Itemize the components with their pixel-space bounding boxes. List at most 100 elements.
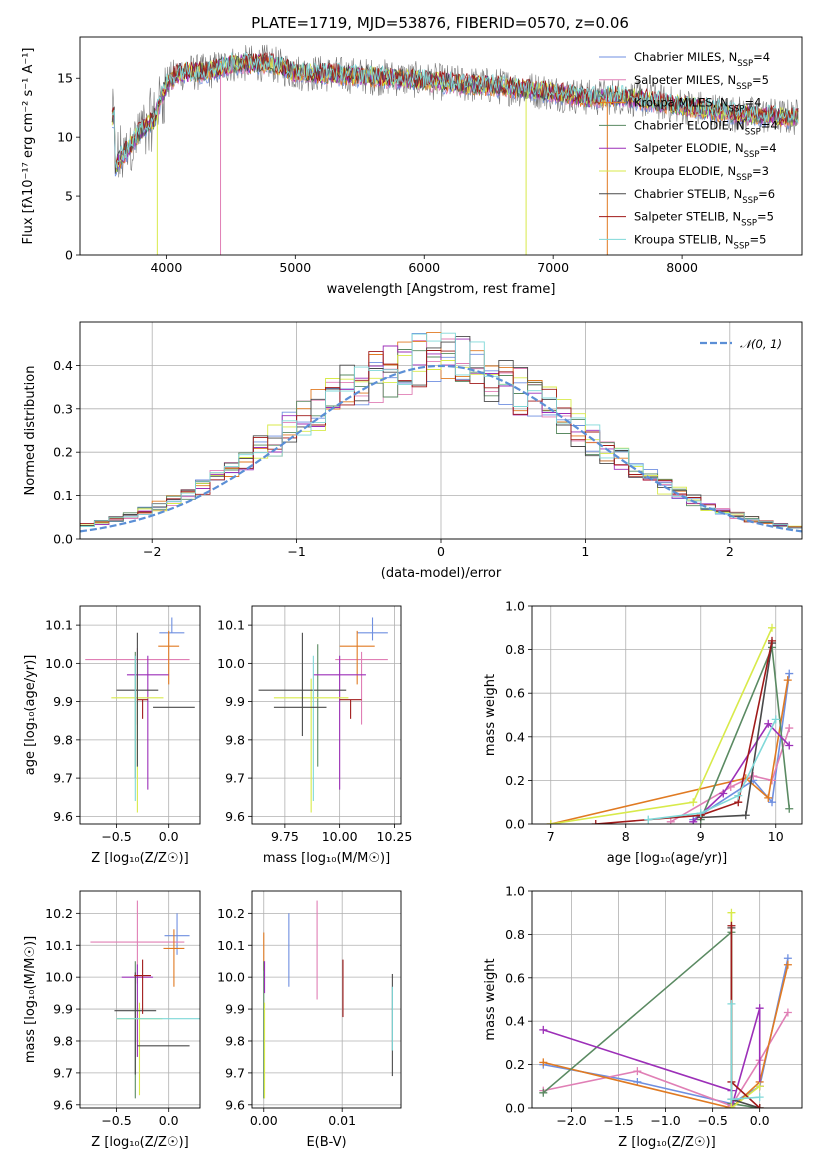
mass-vs-ebv-errorbars	[263, 900, 393, 1099]
y-tick-label: 0.3	[53, 401, 73, 416]
age-vs-Z-errorbars	[85, 617, 195, 813]
age-vs-mass-axes: 9.75 10.00 10.25 9.6 9.7 9.8 9.9 10.0 10.1 mass […	[217, 606, 412, 866]
legend-entry: Kroupa MILES, NSSP=4	[634, 96, 761, 115]
x-tick-label: 1	[581, 544, 589, 559]
x-tick-label: 10.25	[377, 829, 413, 844]
y-tick-label: 0.2	[505, 1057, 525, 1072]
y-tick-label: 9.7	[225, 771, 245, 786]
mass-weight-marker	[783, 676, 792, 685]
legend-nssp: =5	[749, 232, 766, 246]
spectrum-lines	[111, 44, 799, 255]
x-tick-label: 2	[726, 544, 734, 559]
mass-weight-marker	[727, 1095, 736, 1104]
x-tick-label: 9.75	[271, 829, 299, 844]
legend-subscript: SSP	[736, 173, 752, 183]
spectrum-frame	[79, 36, 803, 256]
legend-entry: Salpeter ELODIE, NSSP=4	[634, 141, 777, 160]
legend-subscript: SSP	[729, 105, 745, 115]
mass-weight-vs-age-xlabel: age [log₁₀(age/yr)]	[607, 851, 728, 866]
y-tick-label: 10.1	[217, 618, 245, 633]
mass-weight-marker	[771, 715, 780, 724]
model-spectrum-line	[111, 55, 799, 172]
mass-weight-marker	[539, 1088, 548, 1097]
legend-entry: Kroupa ELODIE, NSSP=3	[634, 164, 769, 183]
x-tick-label: −2.0	[556, 1113, 586, 1128]
x-tick-label: 5000	[279, 260, 311, 275]
mass-weight-marker	[539, 1025, 548, 1034]
legend-subscript: SSP	[745, 127, 761, 137]
age-vs-Z-xlabel: Z [log₁₀(Z/Z☉)]	[91, 851, 188, 866]
mass-vs-Z-axes: −0.5 0.0 9.6 9.7 9.8 9.9 10.0 10.1 10.2 Z [log₁₀(…	[23, 891, 200, 1150]
spectrum-axes: 4000 5000 6000 7000 8000 0 5 10 15 wavelength [An…	[21, 44, 799, 297]
y-tick-label: 0.8	[505, 642, 525, 657]
mass-weight-marker	[783, 1008, 792, 1017]
legend-model-name: Chabrier MILES, N	[634, 50, 737, 64]
y-tick-label: 0.8	[505, 927, 525, 942]
mass-weight-vs-age-axes: 7 8 9 10 0.0 0.2 0.4 0.6 0.8 1.0 age [log₁₀(age/yr…	[483, 599, 802, 866]
spectrum-xlabel: wavelength [Angstrom, rest frame]	[327, 282, 556, 297]
y-tick-label: 0.4	[53, 358, 73, 373]
legend-model-name: Kroupa ELODIE, N	[634, 164, 736, 178]
model-spectrum-line	[111, 52, 799, 174]
mass-weight-series-line	[692, 673, 791, 821]
mass-weight-vs-Z-frame	[531, 890, 803, 1109]
y-tick-label: 9.9	[53, 694, 73, 709]
mass-weight-marker	[727, 921, 736, 930]
mass-vs-Z-xlabel: Z [log₁₀(Z/Z☉)]	[91, 1135, 188, 1150]
legend-nssp: =4	[753, 50, 770, 64]
y-tick-label: 9.6	[53, 1097, 73, 1112]
mass-weight-marker	[719, 789, 728, 798]
legend-entry: Kroupa STELIB, NSSP=5	[634, 232, 766, 251]
y-tick-label: 10.0	[217, 656, 245, 671]
legend-model-name: Chabrier ELODIE, N	[634, 118, 745, 132]
mass-weight-vs-age-ylabel: mass weight	[483, 674, 498, 756]
mass-weight-marker	[727, 908, 736, 917]
legend-nssp: =4	[761, 118, 778, 132]
age-vs-mass-frame	[251, 605, 402, 825]
mass-weight-marker	[591, 820, 600, 824]
mass-weight-series-line	[543, 1007, 761, 1108]
mass-weight-marker	[734, 791, 743, 800]
y-tick-label: 0.0	[505, 817, 525, 832]
x-tick-label: −1.5	[603, 1113, 633, 1128]
mass-weight-marker	[785, 804, 794, 813]
y-tick-label: 10.2	[217, 906, 245, 921]
age-vs-mass-errorbars	[258, 617, 388, 813]
y-tick-label: 10.0	[217, 970, 245, 985]
x-tick-label: 10	[768, 829, 784, 844]
mass-vs-ebv-frame	[251, 890, 402, 1109]
y-tick-label: 9.6	[53, 809, 73, 824]
mass-weight-marker	[755, 1004, 764, 1013]
mass-weight-series-line	[692, 722, 790, 823]
y-tick-label: 9.9	[225, 1002, 245, 1017]
legend-entry: Salpeter STELIB, NSSP=5	[634, 210, 774, 229]
x-tick-label: 0.0	[750, 1113, 770, 1128]
x-tick-label: 10.00	[322, 829, 358, 844]
legend-subscript: SSP	[742, 196, 758, 206]
legend-nssp: =5	[752, 73, 769, 87]
x-tick-label: −0.5	[697, 1113, 727, 1128]
mass-weight-marker	[768, 623, 776, 632]
mass-weight-marker	[785, 724, 794, 733]
y-tick-label: 10.1	[45, 938, 73, 953]
mass-weight-marker	[689, 798, 698, 807]
normal-reference-curve	[80, 364, 802, 533]
mass-weight-marker	[546, 820, 555, 824]
legend-entry: Chabrier ELODIE, NSSP=4	[634, 118, 778, 137]
x-tick-label: −1	[287, 544, 305, 559]
y-tick-label: 9.9	[225, 694, 245, 709]
figure-title: PLATE=1719, MJD=53876, FIBERID=0570, z=0…	[251, 14, 629, 32]
mass-weight-marker	[764, 793, 773, 802]
legend-model-name: Salpeter ELODIE, N	[634, 141, 744, 155]
spectrum-ylabel: Flux [fλ10⁻¹⁷ erg cm⁻² s⁻¹ A⁻¹]	[21, 48, 36, 245]
legend-entry: Chabrier STELIB, NSSP=6	[634, 187, 775, 206]
y-tick-label: 0.1	[53, 488, 73, 503]
legend-model-name: Chabrier STELIB, N	[634, 187, 742, 201]
y-tick-label: 0	[65, 248, 73, 263]
mass-vs-Z-errorbars	[90, 900, 200, 1099]
mass-vs-ebv-axes: 0.00 0.01 9.6 9.7 9.8 9.9 10.0 10.1 10.2 E(B-V)	[217, 891, 401, 1150]
y-tick-label: 1.0	[505, 884, 525, 899]
legend-model-name: Kroupa STELIB, N	[634, 232, 734, 246]
legend-model-name: Salpeter MILES, N	[634, 73, 736, 87]
y-tick-label: 10.0	[45, 970, 73, 985]
